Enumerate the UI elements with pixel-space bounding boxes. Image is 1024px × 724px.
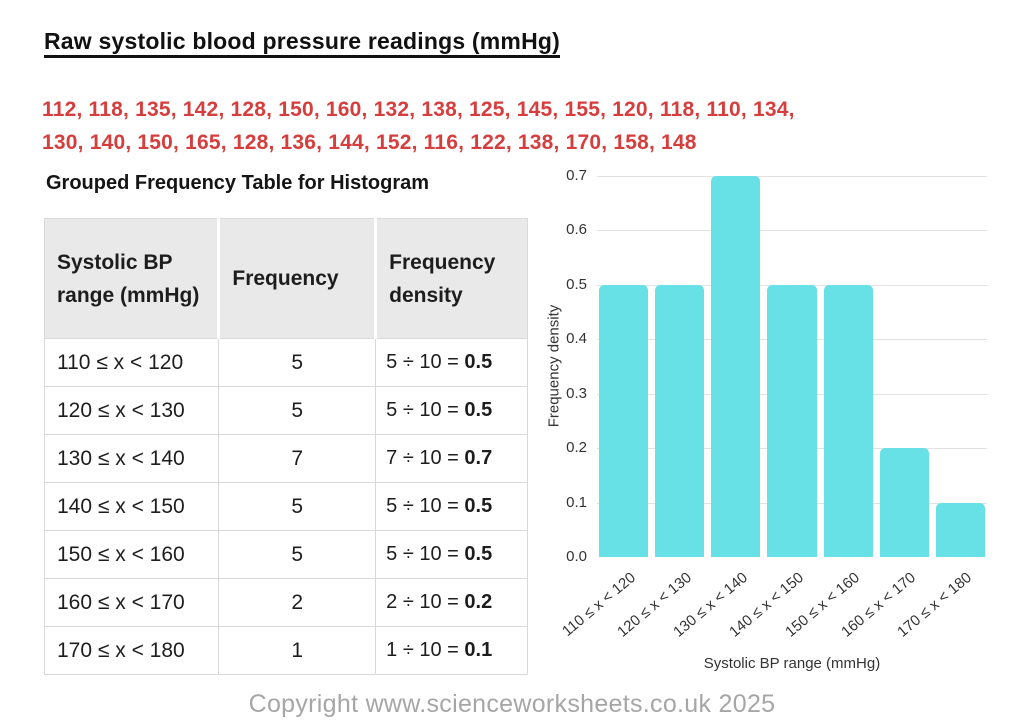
- y-tick-label: 0.5: [566, 275, 587, 293]
- frequency-density-cell: 5 ÷ 10 = 0.5: [375, 386, 528, 435]
- frequency-cell: 7: [218, 434, 377, 483]
- frequency-table-body: 110 ≤ x < 120 5 5 ÷ 10 = 0.5 120 ≤ x < 130 5…: [43, 338, 528, 675]
- table-header-frequency: Frequency: [217, 218, 377, 339]
- y-tick-label: 0.7: [566, 167, 587, 184]
- raw-data-line-2: 130, 140, 150, 165, 128, 136, 144, 152, …: [42, 131, 697, 154]
- density-result: 0.2: [464, 591, 493, 613]
- copyright-text: Copyright www.scienceworksheets.co.uk 20…: [248, 690, 776, 718]
- y-tick-label: 0.4: [566, 330, 587, 348]
- frequency-table: Systolic BP range (mmHg) Frequency Frequ…: [43, 218, 528, 675]
- gridline: [597, 176, 987, 177]
- density-calculation: 7 ÷ 10 =: [386, 447, 465, 469]
- frequency-cell: 2: [218, 578, 377, 627]
- frequency-cell: 5: [218, 386, 377, 435]
- table-row: 140 ≤ x < 150 5 5 ÷ 10 = 0.5: [43, 482, 528, 531]
- histogram-bar: [655, 284, 705, 557]
- bp-range-cell: 170 ≤ x < 180: [43, 626, 220, 675]
- frequency-cell: 1: [218, 626, 377, 675]
- page-title: Raw systolic blood pressure readings (mm…: [44, 28, 560, 54]
- x-axis-label: Systolic BP range (mmHg): [703, 655, 881, 672]
- frequency-density-cell: 2 ÷ 10 = 0.2: [375, 578, 528, 627]
- density-calculation: 5 ÷ 10 =: [386, 351, 465, 373]
- table-row: 110 ≤ x < 120 5 5 ÷ 10 = 0.5: [43, 338, 528, 387]
- frequency-density-cell: 5 ÷ 10 = 0.5: [375, 338, 528, 387]
- histogram-bar: [823, 284, 873, 557]
- frequency-cell: 5: [218, 530, 377, 579]
- density-calculation: 2 ÷ 10 =: [386, 591, 465, 613]
- density-result: 0.5: [464, 351, 493, 373]
- density-result: 0.7: [464, 447, 493, 469]
- raw-data-line-1: 112, 118, 135, 142, 128, 150, 160, 132, …: [42, 98, 795, 121]
- frequency-cell: 5: [218, 338, 377, 387]
- frequency-density-cell: 7 ÷ 10 = 0.7: [375, 434, 528, 483]
- bp-range-cell: 110 ≤ x < 120: [43, 338, 220, 387]
- density-result: 0.5: [464, 399, 493, 421]
- gridline: [597, 230, 987, 232]
- raw-data-values: 112, 118, 135, 142, 128, 150, 160, 132, …: [42, 93, 795, 159]
- density-calculation: 5 ÷ 10 =: [386, 543, 465, 565]
- y-tick-label: 0.2: [566, 439, 587, 457]
- y-tick-label: 0.0: [566, 548, 587, 565]
- frequency-density-cell: 5 ÷ 10 = 0.5: [375, 530, 528, 579]
- bp-range-cell: 140 ≤ x < 150: [43, 482, 220, 531]
- table-row: 130 ≤ x < 140 7 7 ÷ 10 = 0.7: [43, 434, 528, 483]
- frequency-density-cell: 1 ÷ 10 = 0.1: [375, 626, 528, 675]
- table-row: 170 ≤ x < 180 1 1 ÷ 10 = 0.1: [43, 626, 528, 675]
- density-result: 0.5: [464, 495, 493, 517]
- histogram-bar: [599, 284, 649, 557]
- y-axis-label: Frequency density: [545, 304, 563, 428]
- table-row: 120 ≤ x < 130 5 5 ÷ 10 = 0.5: [43, 386, 528, 435]
- table-row: 150 ≤ x < 160 5 5 ÷ 10 = 0.5: [43, 530, 528, 579]
- table-header-bp-range: Systolic BP range (mmHg): [43, 218, 220, 339]
- density-calculation: 5 ÷ 10 =: [386, 399, 465, 421]
- bp-range-cell: 130 ≤ x < 140: [43, 434, 220, 483]
- histogram-bar: [879, 448, 929, 557]
- frequency-density-cell: 5 ÷ 10 = 0.5: [375, 482, 528, 531]
- histogram-chart: Frequency density Systolic BP range (mmH…: [540, 165, 1018, 717]
- y-tick-label: 0.1: [566, 493, 587, 511]
- density-result: 0.1: [464, 639, 493, 661]
- density-result: 0.5: [464, 543, 493, 565]
- histogram-bar: [935, 502, 985, 557]
- bp-range-cell: 150 ≤ x < 160: [43, 530, 220, 579]
- bp-range-cell: 120 ≤ x < 130: [43, 386, 220, 435]
- density-calculation: 1 ÷ 10 =: [386, 639, 465, 661]
- table-row: 160 ≤ x < 170 2 2 ÷ 10 = 0.2: [43, 578, 528, 627]
- table-header-frequency-density: Frequency density: [374, 218, 528, 339]
- histogram-bar: [711, 176, 761, 557]
- table-header-row: Systolic BP range (mmHg) Frequency Frequ…: [43, 218, 528, 339]
- histogram-bar: [767, 284, 817, 557]
- frequency-cell: 5: [218, 482, 377, 531]
- bp-range-cell: 160 ≤ x < 170: [43, 578, 220, 627]
- density-calculation: 5 ÷ 10 =: [386, 495, 465, 517]
- y-tick-label: 0.3: [566, 384, 587, 402]
- y-tick-label: 0.6: [566, 221, 587, 239]
- table-heading: Grouped Frequency Table for Histogram: [46, 172, 430, 194]
